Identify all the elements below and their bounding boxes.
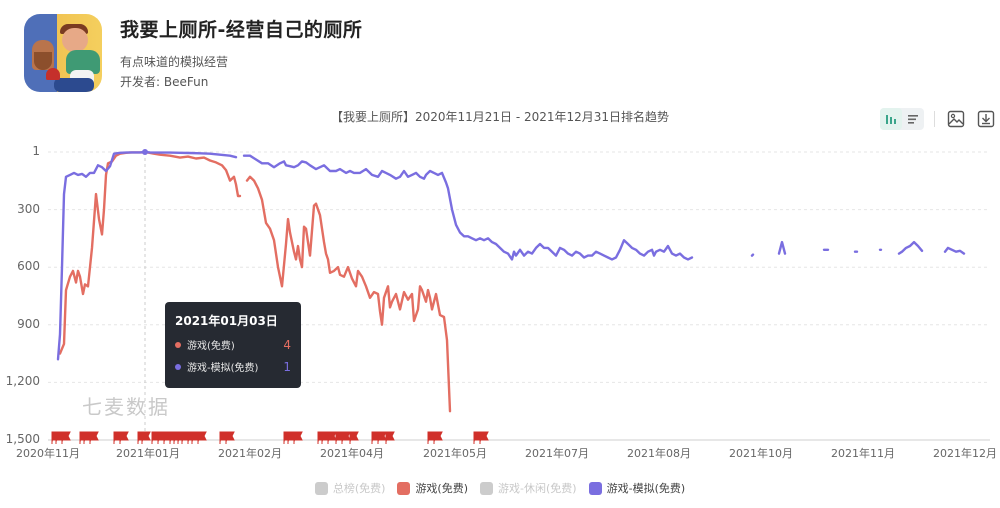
event-flag-icon bbox=[385, 431, 395, 444]
series-line bbox=[242, 154, 694, 261]
legend-item[interactable]: 总榜(免费) bbox=[314, 480, 386, 496]
x-tick-label: 2021年01月 bbox=[116, 447, 180, 460]
legend-label: 游戏(免费) bbox=[415, 482, 469, 495]
series-line bbox=[56, 150, 238, 361]
event-flag-icon bbox=[293, 431, 303, 444]
legend-swatch-icon bbox=[314, 481, 328, 495]
legend-item[interactable]: 游戏-休闲(免费) bbox=[480, 480, 577, 496]
tooltip-series-name: 游戏(免费) bbox=[187, 341, 235, 352]
x-tick-label: 2021年05月 bbox=[423, 447, 487, 460]
app-subtitle: 有点味道的模拟经营 bbox=[120, 55, 229, 69]
chart-canvas[interactable] bbox=[0, 140, 1000, 470]
event-flag-icon bbox=[341, 431, 351, 444]
legend-label: 总榜(免费) bbox=[332, 482, 386, 495]
app-header: 我要上厕所-经营自己的厕所 有点味道的模拟经营 开发者: BeeFun bbox=[24, 14, 362, 94]
series-dot-icon bbox=[175, 341, 181, 348]
event-flag-icon bbox=[141, 431, 151, 444]
app-developer: 开发者: BeeFun bbox=[120, 75, 209, 89]
legend-swatch-icon bbox=[397, 481, 411, 495]
x-tick-label: 2021年12月 bbox=[933, 447, 997, 460]
tooltip-series-value: 1 bbox=[283, 359, 291, 374]
event-flag-icon bbox=[197, 431, 207, 444]
x-tick-label: 2021年10月 bbox=[729, 447, 793, 460]
x-tick-label: 2021年07月 bbox=[525, 447, 589, 460]
series-line bbox=[897, 240, 924, 255]
legend-item[interactable]: 游戏(免费) bbox=[397, 480, 468, 496]
event-flag-icon bbox=[377, 431, 387, 444]
series-line bbox=[943, 246, 966, 255]
legend-label: 游戏-休闲(免费) bbox=[498, 482, 577, 495]
event-flag-icon bbox=[479, 431, 489, 444]
y-tick-label: 1,200 bbox=[5, 374, 40, 389]
legend-item[interactable]: 游戏-模拟(免费) bbox=[588, 480, 686, 496]
legend-label: 游戏-模拟(免费) bbox=[606, 482, 686, 495]
app-icon bbox=[24, 14, 102, 92]
y-tick-label: 1,500 bbox=[5, 432, 40, 446]
event-flag-icon bbox=[119, 431, 129, 444]
y-tick-label: 300 bbox=[17, 201, 40, 216]
toolbar-divider bbox=[934, 111, 935, 127]
series-line bbox=[777, 240, 787, 255]
list-view-button[interactable] bbox=[902, 108, 924, 130]
download-button[interactable] bbox=[975, 108, 997, 130]
series-line bbox=[750, 253, 755, 257]
series-line bbox=[245, 175, 452, 413]
x-tick-label: 2021年08月 bbox=[627, 447, 691, 460]
x-tick-label: 2021年02月 bbox=[218, 447, 282, 460]
y-tick-label: 900 bbox=[17, 316, 40, 331]
save-image-button[interactable] bbox=[945, 108, 967, 130]
bar-view-icon bbox=[886, 115, 896, 124]
x-tick-label: 2021年04月 bbox=[320, 447, 384, 460]
tooltip-series-value: 4 bbox=[283, 337, 291, 352]
save-image-icon bbox=[947, 110, 965, 128]
chart-title: 【我要上厕所】2020年11月21日 - 2021年12月31日排名趋势 bbox=[330, 110, 670, 124]
tooltip-row: 游戏(免费) 4 bbox=[175, 337, 291, 352]
legend-swatch-icon bbox=[588, 481, 602, 495]
chart-legend: 总榜(免费) 游戏(免费) 游戏-休闲(免费) 游戏-模拟(免费) bbox=[0, 480, 1000, 496]
y-tick-label: 1 bbox=[32, 144, 40, 158]
tooltip: 2021年01月03日 游戏(免费) 4 游戏-模拟(免费) 1 bbox=[165, 302, 301, 388]
view-toggle bbox=[880, 108, 924, 130]
chart-toolbar bbox=[880, 108, 1000, 130]
event-flag-icon bbox=[327, 431, 337, 444]
x-tick-label: 2021年11月 bbox=[831, 447, 895, 460]
x-tick-label: 2020年11月 bbox=[16, 447, 80, 460]
download-icon bbox=[977, 110, 995, 128]
event-flag-icon bbox=[89, 431, 99, 444]
tooltip-date: 2021年01月03日 bbox=[175, 314, 278, 328]
event-flag-icon bbox=[349, 431, 359, 444]
app-meta: 我要上厕所-经营自己的厕所 有点味道的模拟经营 开发者: BeeFun bbox=[120, 14, 362, 94]
legend-swatch-icon bbox=[480, 481, 494, 495]
tooltip-row: 游戏-模拟(免费) 1 bbox=[175, 359, 291, 374]
bar-view-button[interactable] bbox=[880, 108, 902, 130]
tooltip-series-name: 游戏-模拟(免费) bbox=[187, 363, 259, 374]
event-flag-icon bbox=[433, 431, 443, 444]
app-title: 我要上厕所-经营自己的厕所 bbox=[120, 19, 363, 41]
y-tick-label: 600 bbox=[17, 259, 40, 274]
list-view-icon bbox=[908, 115, 918, 124]
series-dot-icon bbox=[175, 363, 181, 370]
rank-trend-chart[interactable]: 1 300 600 900 1,200 1,500 2020年11月 2021年01月 202… bbox=[0, 140, 1000, 470]
event-flag-icon bbox=[225, 431, 235, 444]
event-flag-icon bbox=[61, 431, 71, 444]
watermark: 七麦数据 bbox=[82, 395, 170, 419]
